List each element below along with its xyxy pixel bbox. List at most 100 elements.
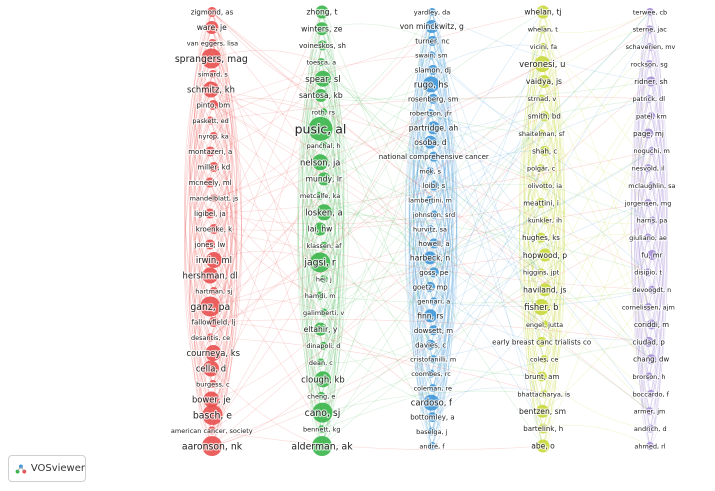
node-label[interactable]: toesca, a xyxy=(305,57,337,67)
node-label[interactable]: harris, pa xyxy=(636,216,669,226)
network-node[interactable] xyxy=(205,177,216,188)
network-node[interactable] xyxy=(537,268,546,277)
network-node[interactable] xyxy=(539,145,550,156)
network-node[interactable] xyxy=(423,394,440,411)
network-node[interactable] xyxy=(647,146,656,155)
network-node[interactable] xyxy=(645,372,654,381)
node-label[interactable]: cardoso, f xyxy=(410,397,454,409)
node-label[interactable]: vaidya, js xyxy=(525,76,563,87)
node-label[interactable]: hopwood, p xyxy=(522,250,569,261)
network-node[interactable] xyxy=(209,224,219,234)
network-node[interactable] xyxy=(314,371,331,388)
node-label[interactable]: bower, je xyxy=(191,393,232,405)
node-label[interactable]: mcneely, ml xyxy=(187,178,232,188)
network-node[interactable] xyxy=(423,309,437,323)
network-node[interactable] xyxy=(538,283,552,297)
network-node[interactable] xyxy=(429,210,438,219)
node-label[interactable]: fallowfield, lj xyxy=(190,317,236,327)
network-node[interactable] xyxy=(427,64,438,75)
network-node[interactable] xyxy=(646,319,657,330)
network-node[interactable] xyxy=(319,341,328,350)
node-label[interactable]: aaronson, nk xyxy=(181,440,244,453)
node-label[interactable]: polgár, c xyxy=(526,163,557,173)
network-node[interactable] xyxy=(646,42,655,51)
network-node[interactable] xyxy=(313,222,327,236)
network-node[interactable] xyxy=(427,369,435,378)
node-label[interactable]: alderman, ak xyxy=(290,440,354,453)
network-node[interactable] xyxy=(646,354,657,365)
network-node[interactable] xyxy=(539,42,548,51)
network-node[interactable] xyxy=(644,268,653,277)
network-node[interactable] xyxy=(317,391,326,400)
network-node[interactable] xyxy=(319,241,328,250)
network-node[interactable] xyxy=(203,391,220,408)
network-node[interactable] xyxy=(426,167,435,176)
network-node[interactable] xyxy=(207,426,216,435)
node-label[interactable]: bennett, kg xyxy=(302,425,342,435)
node-label[interactable]: lai, hw xyxy=(307,224,334,235)
node-label[interactable]: patrick, dl xyxy=(631,94,666,104)
network-node[interactable] xyxy=(426,196,435,205)
node-label[interactable]: american cancer, society xyxy=(170,426,254,436)
network-node[interactable] xyxy=(209,287,218,295)
node-label[interactable]: abe, o xyxy=(530,441,556,452)
network-node[interactable] xyxy=(536,5,550,19)
network-node[interactable] xyxy=(646,442,654,450)
network-node[interactable] xyxy=(644,233,653,242)
node-label[interactable]: mclaughlin, sa xyxy=(627,181,677,191)
node-label[interactable]: bentzen, sm xyxy=(518,406,567,417)
node-label[interactable]: courneya, ks xyxy=(185,347,241,359)
network-node[interactable] xyxy=(428,325,439,336)
node-label[interactable]: rosenberg, sm xyxy=(407,94,460,104)
node-label[interactable]: miller, kd xyxy=(196,162,231,172)
network-node[interactable] xyxy=(540,355,549,364)
network-node[interactable] xyxy=(645,76,656,87)
node-label[interactable]: dean, c xyxy=(308,358,335,368)
node-label[interactable]: zigmond, as xyxy=(190,7,235,17)
node-label[interactable]: hamdi, m xyxy=(304,291,337,301)
node-label[interactable]: noguchi, m xyxy=(632,146,671,156)
node-label[interactable]: whelan, t xyxy=(527,25,560,35)
network-node[interactable] xyxy=(536,232,547,243)
node-label[interactable]: terwee, cb xyxy=(632,7,669,17)
network-node[interactable] xyxy=(645,407,654,416)
network-node[interactable] xyxy=(319,275,328,284)
network-node[interactable] xyxy=(319,308,328,317)
network-node[interactable] xyxy=(314,70,331,87)
network-node[interactable] xyxy=(428,8,436,16)
node-label[interactable]: boccardo, f xyxy=(631,389,670,399)
node-label[interactable]: hartman, sj xyxy=(194,286,233,296)
node-label[interactable]: irwin, ml xyxy=(195,254,233,266)
node-label[interactable]: hurvitz, sa xyxy=(412,224,448,234)
node-label[interactable]: partridge, ah xyxy=(408,122,460,133)
node-label[interactable]: ciudad, p xyxy=(631,337,666,347)
network-node[interactable] xyxy=(539,111,550,122)
network-node[interactable] xyxy=(423,76,439,93)
network-node[interactable] xyxy=(209,194,218,202)
vosviewer-logo[interactable]: VOSviewer xyxy=(8,455,86,482)
network-node[interactable] xyxy=(428,93,439,104)
node-label[interactable]: national comprehensive cancer xyxy=(378,152,490,162)
network-node[interactable] xyxy=(423,135,437,149)
node-label[interactable]: whelan, tj xyxy=(523,7,562,18)
node-label[interactable]: nesvold, il xyxy=(631,163,666,173)
network-node[interactable] xyxy=(312,402,333,423)
node-label[interactable]: page, mj xyxy=(632,129,665,139)
network-node[interactable] xyxy=(429,355,438,364)
network-node[interactable] xyxy=(423,251,437,265)
node-label[interactable]: strnad, v xyxy=(526,94,557,104)
node-label[interactable]: giuliano, ae xyxy=(628,233,668,243)
network-node[interactable] xyxy=(312,436,332,456)
node-label[interactable]: von minckwitz, g xyxy=(399,21,466,32)
node-label[interactable]: van eggers, lisa xyxy=(186,38,240,48)
node-label[interactable]: ware, je xyxy=(196,22,229,33)
node-label[interactable]: goetz, mp xyxy=(411,282,449,292)
network-node[interactable] xyxy=(427,51,436,60)
node-label[interactable]: coombes, rc xyxy=(410,369,452,379)
node-label[interactable]: yardley, da xyxy=(413,7,452,17)
network-node[interactable] xyxy=(534,56,551,73)
node-label[interactable]: slamon, dj xyxy=(414,65,453,75)
network-node[interactable] xyxy=(315,22,329,36)
network-node[interactable] xyxy=(537,74,551,88)
network-node[interactable] xyxy=(316,191,325,200)
